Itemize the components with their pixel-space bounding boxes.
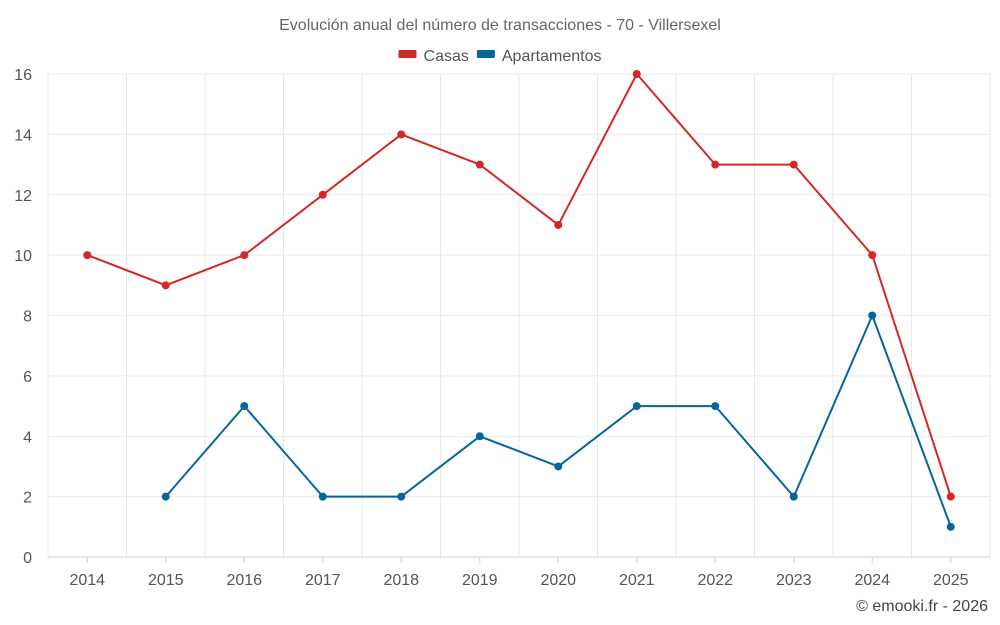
series-casas: [83, 70, 955, 501]
x-tick-label: 2024: [854, 572, 890, 589]
legend: Casas Apartamentos: [398, 48, 602, 65]
data-point[interactable]: [318, 492, 327, 501]
data-point[interactable]: [711, 160, 720, 169]
legend-label: Apartamentos: [502, 48, 602, 65]
data-point[interactable]: [83, 251, 92, 260]
data-point[interactable]: [475, 160, 484, 169]
y-tick-label: 12: [14, 188, 32, 205]
y-tick-label: 10: [14, 248, 32, 265]
data-point[interactable]: [397, 130, 406, 139]
data-point[interactable]: [475, 432, 484, 441]
data-point[interactable]: [161, 492, 170, 501]
data-point[interactable]: [554, 220, 563, 229]
x-tick-label: 2025: [933, 572, 969, 589]
legend-swatch: [398, 50, 417, 58]
legend-swatch: [476, 50, 495, 58]
data-point[interactable]: [789, 492, 798, 501]
y-tick-label: 0: [23, 550, 32, 567]
series-apartamentos: [161, 311, 955, 531]
x-tick-label: 2019: [462, 572, 498, 589]
y-tick-label: 14: [14, 127, 32, 144]
x-tick-label: 2016: [226, 572, 262, 589]
legend-label: Casas: [424, 48, 469, 65]
x-tick-label: 2018: [383, 572, 419, 589]
x-tick-label: 2017: [305, 572, 341, 589]
x-tick-label: 2023: [776, 572, 812, 589]
data-point[interactable]: [632, 402, 641, 411]
y-axis: 0 2 4 6 8 10 12 14 16: [14, 67, 32, 567]
data-point[interactable]: [554, 462, 563, 471]
y-tick-label: 16: [14, 67, 32, 84]
chart-title: Evolución anual del número de transaccio…: [279, 17, 721, 34]
grid: [47, 73, 991, 557]
data-point[interactable]: [868, 311, 877, 320]
x-axis: 2014 2015 2016 2017 2018 2019 2020 2021 2022 2023…: [48, 556, 990, 589]
y-tick-label: 2: [23, 490, 32, 507]
data-point[interactable]: [946, 522, 955, 531]
x-tick-label: 2022: [697, 572, 733, 589]
x-tick-label: 2020: [540, 572, 576, 589]
y-tick-label: 8: [23, 309, 32, 326]
data-point[interactable]: [946, 492, 955, 501]
data-point[interactable]: [632, 70, 641, 78]
y-tick-label: 4: [23, 429, 32, 446]
data-point[interactable]: [789, 160, 798, 169]
y-tick-label: 6: [23, 369, 32, 386]
data-point[interactable]: [318, 190, 327, 199]
data-point[interactable]: [161, 281, 170, 290]
data-point[interactable]: [240, 251, 249, 260]
data-point[interactable]: [711, 402, 720, 411]
x-tick-label: 2021: [619, 572, 655, 589]
credit-text: © emooki.fr - 2026: [856, 598, 988, 615]
data-point[interactable]: [868, 251, 877, 260]
data-point[interactable]: [240, 402, 249, 411]
series-line: [86, 73, 952, 497]
series: [83, 70, 955, 531]
x-tick-label: 2014: [69, 572, 105, 589]
data-point[interactable]: [397, 492, 406, 501]
x-tick-label: 2015: [148, 572, 184, 589]
